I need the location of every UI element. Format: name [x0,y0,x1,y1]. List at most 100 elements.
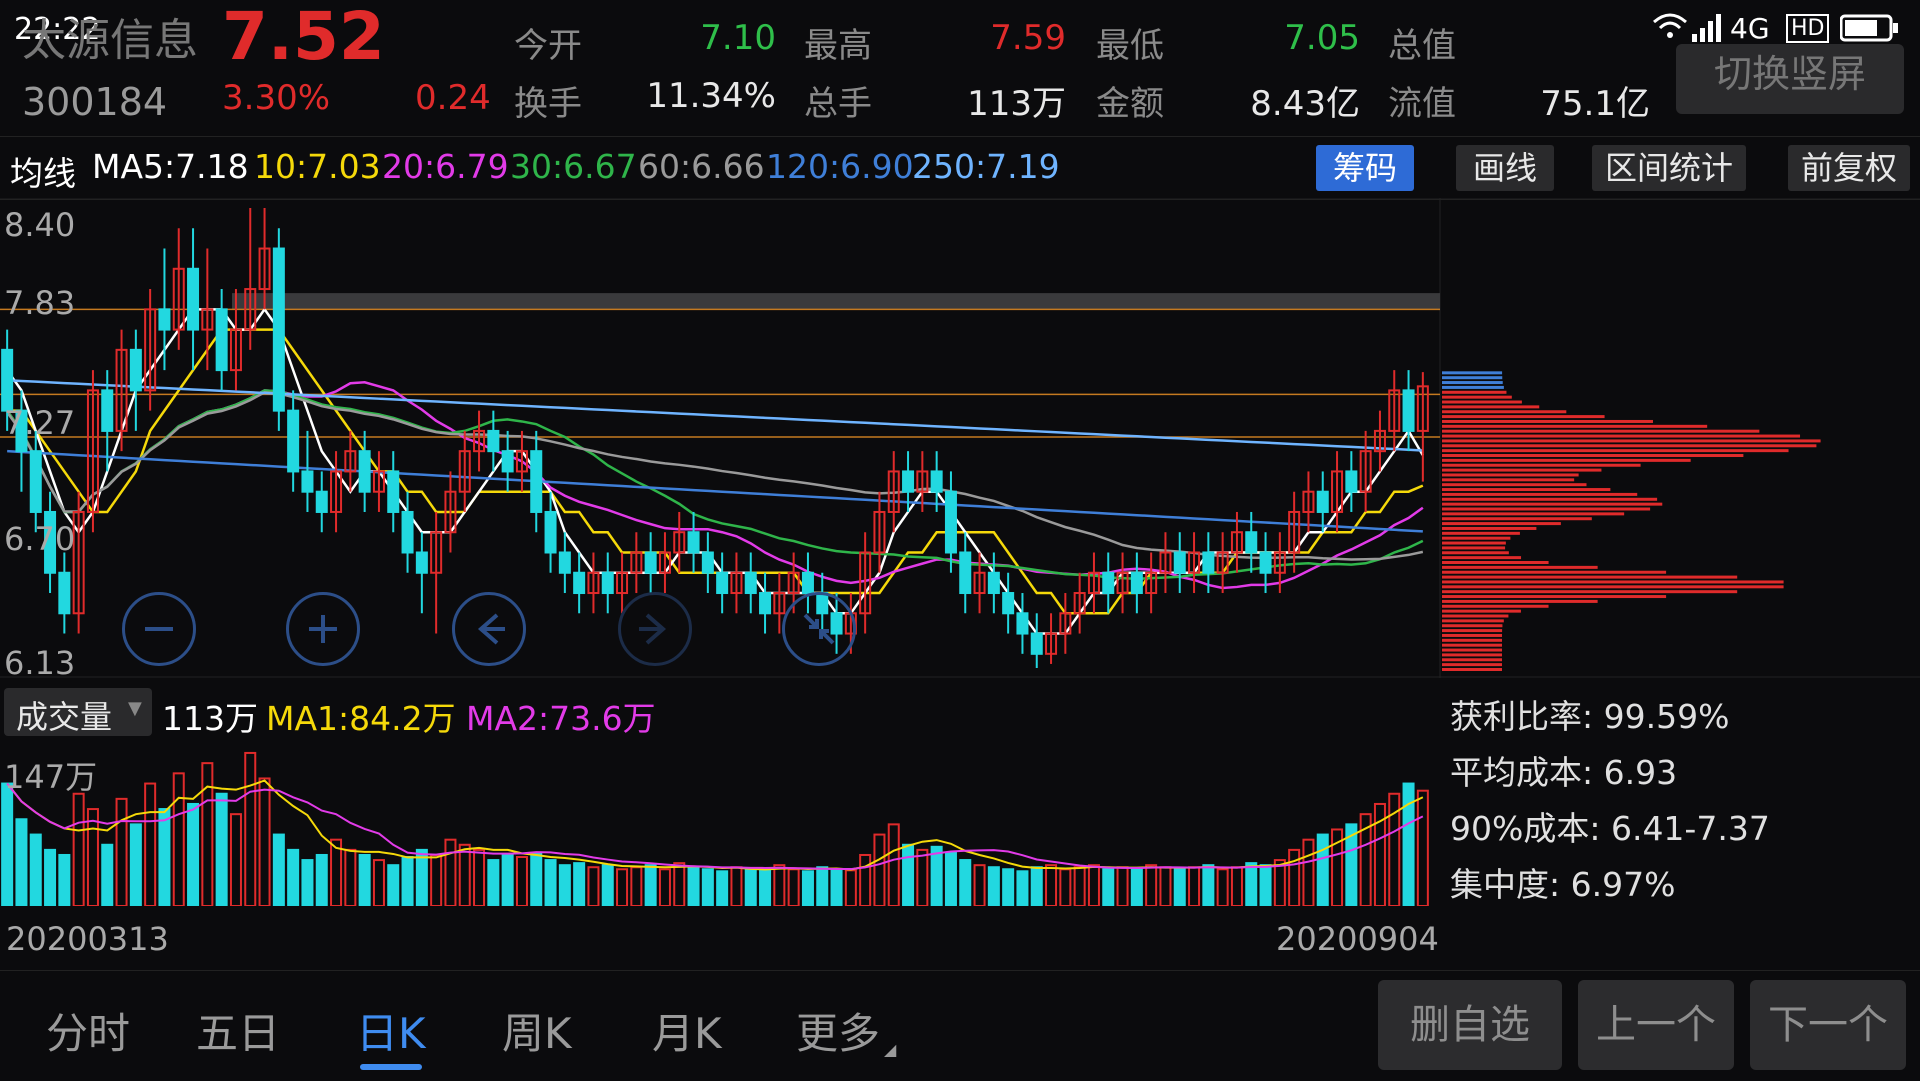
candle [1045,632,1058,655]
chip-bar [1442,580,1784,584]
next-stock-button[interactable]: 下一个 [1750,980,1906,1070]
tab-intraday[interactable]: 分时 [46,1009,131,1058]
candle [487,429,500,453]
float-value-label: 流值 [1388,84,1456,124]
candle [1316,490,1329,513]
hd-badge: HD [1786,14,1830,43]
amount-label: 金额 [1096,84,1164,124]
candle [1345,470,1358,493]
end-date: 20200904 [1276,920,1439,958]
volume-bar [587,866,600,906]
tab-more[interactable]: 更多 [796,1009,881,1058]
chip-bar [1442,546,1506,550]
turnover-label: 换手 [514,84,582,124]
volume-bar [530,851,543,906]
candle [1016,612,1029,635]
volume-bar [887,823,900,906]
volume-bar [844,869,857,906]
candle [1145,571,1158,595]
adjust-price-button[interactable]: 前复权 [1788,145,1910,191]
open-value: 7.10 [700,18,776,58]
candle [58,571,71,615]
volume-bar [573,862,586,906]
volume-chart[interactable] [0,746,1440,906]
candle [172,267,185,331]
chip-bar [1442,376,1503,380]
candlestick-chart[interactable] [0,198,1920,678]
volume-bar [1359,813,1372,906]
candle [287,409,300,473]
volume-bar [1073,866,1086,906]
volume-bar [716,870,729,906]
previous-stock-button[interactable]: 上一个 [1578,980,1734,1070]
chip-bar [1442,624,1503,628]
tab-weekly-k[interactable]: 周K [502,1009,572,1058]
cost-range-band [232,293,1440,310]
chip-bar [1442,400,1522,404]
volume-bar [1345,823,1358,906]
tab-daily-k[interactable]: 日K [356,1009,426,1058]
candle [801,571,814,595]
more-caret-icon: ◢ [884,1040,897,1059]
zoom-in-icon[interactable] [286,592,360,666]
change-value: 0.24 [415,78,491,118]
candle [244,288,257,331]
chip-bar [1442,371,1503,375]
zoom-out-icon[interactable] [122,592,196,666]
fullscreen-icon[interactable] [782,592,856,666]
candle [201,308,214,331]
volume-value: 113万 [162,699,258,738]
candle [115,348,128,432]
volume-bar [401,856,414,906]
arrow-left-icon[interactable] [452,592,526,666]
high-value: 7.59 [990,18,1066,58]
candle [401,510,414,554]
volume-bar [458,843,471,906]
volume-selector-label: 成交量 [16,698,113,736]
chip-bar [1442,541,1506,545]
volume-bar [301,859,314,906]
volume-bar [1273,859,1286,906]
volume-bar [201,762,214,906]
tab-monthly-k[interactable]: 月K [652,1009,722,1058]
volume-bar [1202,864,1215,906]
volume-bar [773,864,786,906]
chip-bar [1442,488,1611,492]
volume-selector[interactable]: 成交量 ▼ [4,688,152,736]
volume-bar [430,853,443,906]
turnover-value: 11.34% [646,76,776,116]
draw-line-button[interactable]: 画线 [1456,145,1554,191]
candle [687,531,700,554]
range-stats-button[interactable]: 区间统计 [1592,145,1746,191]
tab-five-day[interactable]: 五日 [196,1009,281,1058]
volume-bar [1130,868,1143,906]
volume-bar [1288,848,1301,906]
chips-button[interactable]: 筹码 [1316,145,1414,191]
stock-code: 300184 [22,80,168,124]
chip-bar [1442,551,1509,555]
volume-bar [1059,868,1072,906]
chip-bar [1442,648,1502,652]
ma60-line [6,391,1424,561]
candle [887,470,900,513]
chip-distribution [1442,371,1821,671]
arrow-right-icon[interactable] [618,592,692,666]
volume-bar [687,866,700,906]
chip-bar [1442,468,1602,472]
volume-bar [1102,868,1115,906]
chip-bar [1442,424,1708,428]
candle [1102,571,1115,595]
candle [1002,592,1015,615]
volume-bar [258,777,271,906]
switch-orientation-button[interactable]: 切换竖屏 [1676,44,1904,114]
candle [144,308,157,392]
volume-bar [701,868,714,906]
candle [1373,429,1386,453]
chip-bar [1442,609,1521,613]
chip-bar [1442,590,1738,594]
volume-bar [830,868,843,906]
remove-watchlist-button[interactable]: 删自选 [1378,980,1562,1070]
candle [1087,571,1100,595]
candle [644,551,657,574]
chip-bar [1442,478,1575,482]
